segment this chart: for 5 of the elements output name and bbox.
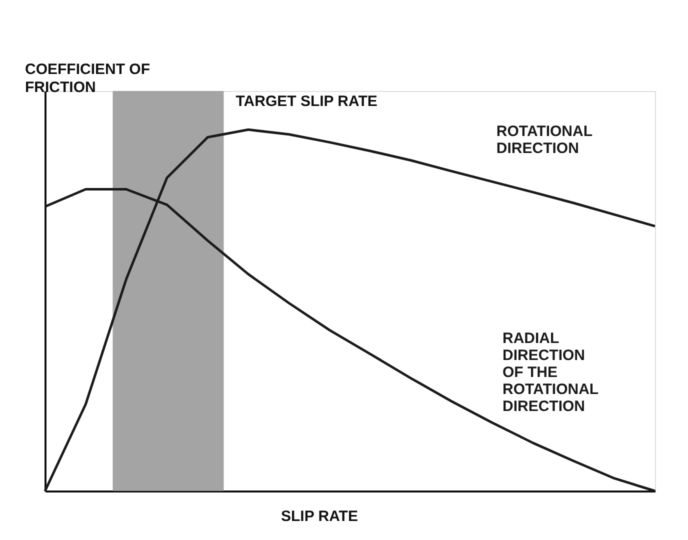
series-label: RADIAL DIRECTION OF THE ROTATIONAL DIRECTION [502,330,599,415]
series-label: ROTATIONAL DIRECTION [496,123,592,157]
y-axis-title: COEFFICIENT OF FRICTION [25,61,150,96]
x-axis-title: SLIP RATE [281,508,358,525]
text: TARGET SLIP RATE [236,93,378,110]
